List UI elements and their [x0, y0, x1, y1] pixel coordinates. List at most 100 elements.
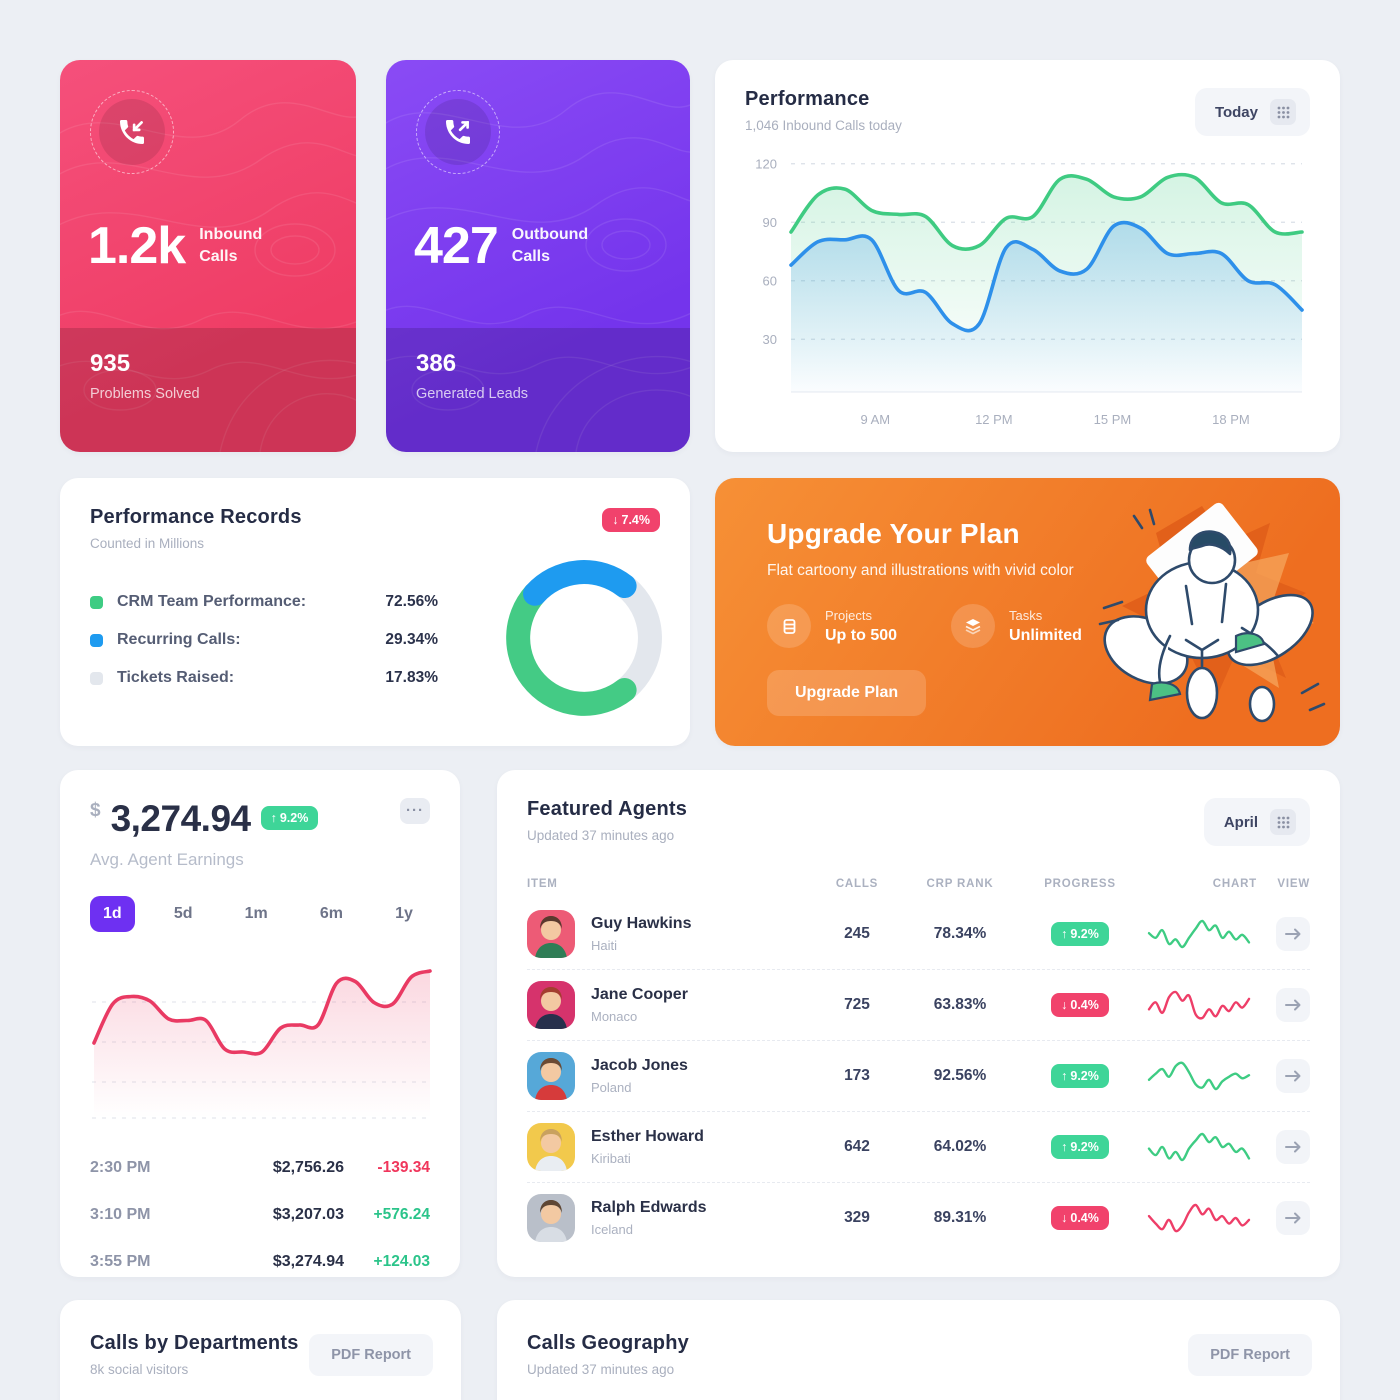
upgrade-plan-button[interactable]: Upgrade Plan [767, 670, 927, 716]
legend-item: Tickets Raised: 17.83% [90, 669, 438, 687]
agent-name: Jacob Jones [591, 1057, 688, 1074]
outbound-value: 427 [414, 217, 499, 275]
upgrade-title: Upgrade Your Plan [767, 518, 1020, 549]
agent-progress-badge: ↓ 0.4% [1051, 993, 1109, 1017]
departments-title: Calls by Departments [90, 1332, 299, 1354]
problems-solved-label: Problems Solved [90, 386, 200, 402]
agent-sparkline [1147, 1203, 1251, 1233]
april-range-label: April [1223, 813, 1258, 831]
tab-6m[interactable]: 6m [307, 896, 356, 932]
arrow-right-icon [1285, 1141, 1301, 1153]
arrow-right-icon [1285, 1070, 1301, 1082]
arrow-right-icon [1285, 928, 1301, 939]
avatar [527, 981, 575, 1029]
phone-inbound-icon [120, 120, 144, 144]
agent-row: Jacob Jones Poland 173 92.56% ↑ 9.2% [527, 1040, 1310, 1111]
records-trend-badge: ↓ 7.4% [602, 508, 660, 532]
agent-name: Esther Howard [591, 1128, 704, 1145]
arrow-down-icon: ↓ [612, 513, 619, 527]
records-subtitle: Counted in Millions [90, 536, 205, 551]
legend-item: Recurring Calls: 29.34% [90, 631, 438, 649]
view-agent-button[interactable] [1276, 1201, 1310, 1235]
performance-area-chart: 120 90 60 30 9 AM 12 PM 15 PM 18 PM [755, 156, 1304, 427]
outbound-label: Outbound Calls [511, 225, 589, 265]
problems-solved-value: 935 [90, 350, 131, 377]
calls-geography-card: Calls Geography Updated 37 minutes ago P… [497, 1300, 1340, 1400]
agent-progress-badge: ↑ 9.2% [1051, 1135, 1109, 1159]
agent-crp-rank: 89.31% [933, 1209, 987, 1226]
agent-crp-rank: 92.56% [933, 1067, 987, 1084]
earnings-area-chart [92, 969, 432, 1119]
phone-outbound-icon [446, 120, 470, 144]
svg-text:9 AM: 9 AM [861, 412, 891, 427]
inbound-secondary: 935 Problems Solved [60, 328, 356, 452]
agent-row: Guy Hawkins Haiti 245 78.34% ↑ 9.2% [527, 898, 1310, 969]
projects-icon [767, 604, 811, 648]
earnings-row: 2:30 PM $2,756.26 -139.34 [90, 1158, 430, 1176]
view-agent-button[interactable] [1276, 988, 1310, 1022]
avatar [527, 1123, 575, 1171]
calendar-grid-icon [1270, 809, 1296, 835]
departments-subtitle: 8k social visitors [90, 1362, 189, 1377]
arrow-right-icon [1285, 1212, 1301, 1224]
inbound-calls-card: 1.2k Inbound Calls 935 Problems Solved [60, 60, 356, 452]
earnings-caption: Avg. Agent Earnings [90, 850, 244, 869]
svg-text:120: 120 [755, 156, 777, 171]
svg-text:60: 60 [763, 273, 777, 288]
avatar [527, 909, 575, 958]
calls-by-departments-card: Calls by Departments 8k social visitors … [60, 1300, 461, 1400]
currency-symbol: $ [90, 800, 101, 821]
tab-1m[interactable]: 1m [232, 896, 281, 932]
agent-calls: 329 [844, 1209, 870, 1226]
agent-country: Poland [591, 1080, 632, 1095]
agent-calls: 642 [844, 1138, 870, 1155]
more-options-button[interactable]: ··· [400, 798, 430, 824]
agent-name: Guy Hawkins [591, 914, 692, 932]
tab-1d[interactable]: 1d [90, 896, 135, 932]
performance-records-card: Performance Records Counted in Millions … [60, 478, 690, 746]
agent-calls: 173 [844, 1067, 870, 1084]
legend-dot-gray [90, 671, 103, 685]
outbound-calls-card: 427 Outbound Calls 386 Generated Leads [386, 60, 690, 452]
inbound-value: 1.2k [88, 217, 186, 275]
agent-earnings-card: $ 3,274.94 ↑ 9.2% Avg. Agent Earnings ··… [60, 770, 460, 1277]
earnings-row: 3:55 PM $3,274.94 +124.03 [90, 1252, 430, 1270]
feature-tasks: Tasks Unlimited [951, 604, 1082, 648]
geography-pdf-report-button[interactable]: PDF Report [1188, 1333, 1312, 1376]
earnings-range-tabs: 1d 5d 1m 6m 1y [90, 896, 430, 932]
arrow-up-icon: ↑ [270, 811, 277, 825]
svg-text:90: 90 [763, 215, 777, 230]
svg-text:30: 30 [763, 332, 777, 347]
agent-country: Kiribati [591, 1151, 631, 1166]
agent-country: Monaco [591, 1009, 638, 1024]
arrow-up-icon: ↑ [1061, 1069, 1068, 1083]
avatar [527, 1052, 575, 1100]
arrow-up-icon: ↑ [1061, 1140, 1068, 1154]
agents-subtitle: Updated 37 minutes ago [527, 828, 675, 843]
today-range-button[interactable]: Today [1194, 88, 1310, 136]
agent-crp-rank: 64.02% [933, 1138, 987, 1155]
featured-agents-card: Featured Agents Updated 37 minutes ago A… [497, 770, 1340, 1277]
agent-calls: 245 [844, 924, 870, 942]
april-range-button[interactable]: April [1203, 798, 1310, 846]
tab-5d[interactable]: 5d [161, 896, 206, 932]
geography-title: Calls Geography [527, 1332, 689, 1354]
agent-sparkline [1147, 1132, 1251, 1162]
view-agent-button[interactable] [1276, 1130, 1310, 1164]
view-agent-button[interactable] [1276, 916, 1310, 951]
inbound-label: Inbound Calls [199, 225, 263, 265]
arrow-right-icon [1285, 999, 1301, 1011]
view-agent-button[interactable] [1276, 1059, 1310, 1093]
agent-crp-rank: 63.83% [933, 996, 987, 1013]
svg-text:18 PM: 18 PM [1212, 412, 1250, 427]
feature-projects: Projects Up to 500 [767, 604, 897, 648]
calendar-grid-icon [1270, 99, 1296, 125]
performance-chart-card: Performance 1,046 Inbound Calls today To… [715, 60, 1340, 452]
agent-progress-badge: ↓ 0.4% [1051, 1206, 1109, 1230]
earnings-row: 3:10 PM $3,207.03 +576.24 [90, 1205, 430, 1223]
departments-pdf-report-button[interactable]: PDF Report [309, 1333, 433, 1376]
tab-1y[interactable]: 1y [382, 896, 426, 932]
agent-row: Jane Cooper Monaco 725 63.83% ↓ 0.4% [527, 969, 1310, 1040]
agent-country: Iceland [591, 1222, 633, 1237]
